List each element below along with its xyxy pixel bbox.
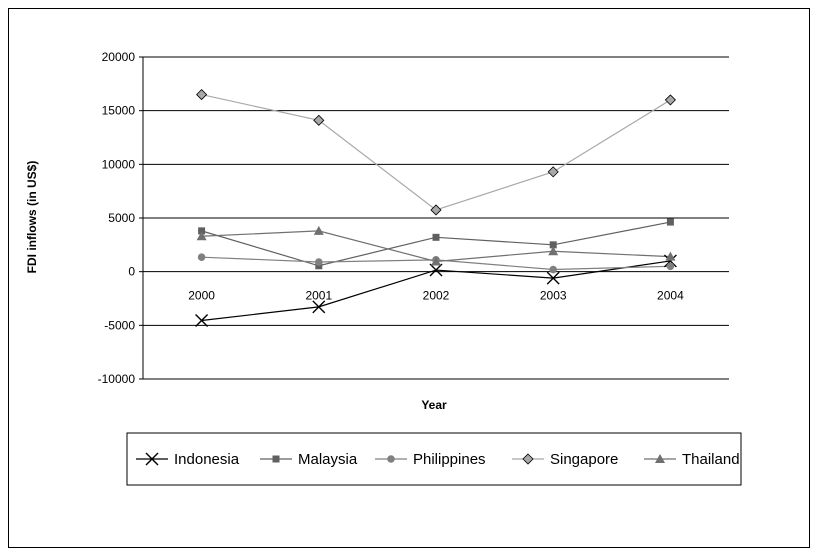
x-tick-label: 2001 [305,289,332,303]
data-point-thailand [431,256,441,266]
data-point-indonesia [663,254,677,268]
legend-label: Malaysia [298,451,358,468]
legend-marker-indonesia [145,452,159,466]
data-point-malaysia [666,218,674,226]
legend-label: Singapore [550,451,618,468]
legend-label: Thailand [682,451,740,468]
legend-marker-malaysia [272,455,280,463]
legend-marker-thailand [655,454,665,463]
series-line-singapore [201,93,671,211]
x-axis-title: Year [421,398,447,412]
y-tick-labels: 20000 15000 10000 5000 0 -5000 -10000 [98,50,136,386]
line-chart: 20000 15000 10000 5000 0 -5000 -10000 2000 2001… [25,50,742,486]
data-point-thailand [313,225,324,235]
data-point-indonesia [429,263,443,277]
legend-marker-philippines [387,455,395,463]
x-tick-label: 2002 [423,289,450,303]
data-point-singapore [547,166,559,178]
legend-item-malaysia: Malaysia [260,451,358,468]
x-tick-label: 2000 [188,289,215,303]
x-tick-label: 2003 [540,289,567,303]
legend: Indonesia Malaysia Philippines Singapore Tha… [136,451,740,468]
data-point-malaysia [549,241,557,249]
y-tick-label: 0 [128,265,135,279]
data-point-philippines [197,253,206,261]
y-axis-title: FDI inflows (in US$) [25,161,39,274]
legend-box [126,432,742,486]
data-point-indonesia [195,314,209,327]
legend-label: Philippines [413,451,486,468]
data-point-singapore [430,204,442,216]
data-point-singapore [196,89,208,101]
data-point-malaysia [432,233,440,241]
y-tick-label: -10000 [98,372,136,386]
y-tick-label: 15000 [102,104,136,118]
legend-item-indonesia: Indonesia [136,451,240,468]
data-point-philippines [549,265,557,274]
y-tick-label: 10000 [102,157,136,171]
data-point-thailand [196,231,207,241]
y-tick-label: 5000 [108,211,135,225]
legend-marker-singapore [522,453,534,465]
legend-label: Indonesia [174,451,240,468]
data-point-philippines [315,258,323,266]
data-point-thailand [665,251,676,261]
y-tick-label: 20000 [102,50,136,64]
data-point-philippines [666,262,675,271]
y-tick-label: -5000 [104,318,135,332]
legend-item-philippines: Philippines [375,451,486,468]
data-point-indonesia [312,300,326,314]
legend-item-thailand: Thailand [644,451,740,468]
series-markers [195,89,677,327]
x-tick-label: 2004 [657,289,684,303]
x-tick-labels: 2000 2001 2002 2003 2004 [188,289,684,303]
data-point-singapore [664,94,676,106]
data-point-thailand [548,246,559,256]
legend-item-singapore: Singapore [512,451,618,468]
data-point-malaysia [198,227,206,235]
data-point-singapore [313,114,325,126]
gridlines [139,56,729,380]
data-point-indonesia [546,271,560,285]
